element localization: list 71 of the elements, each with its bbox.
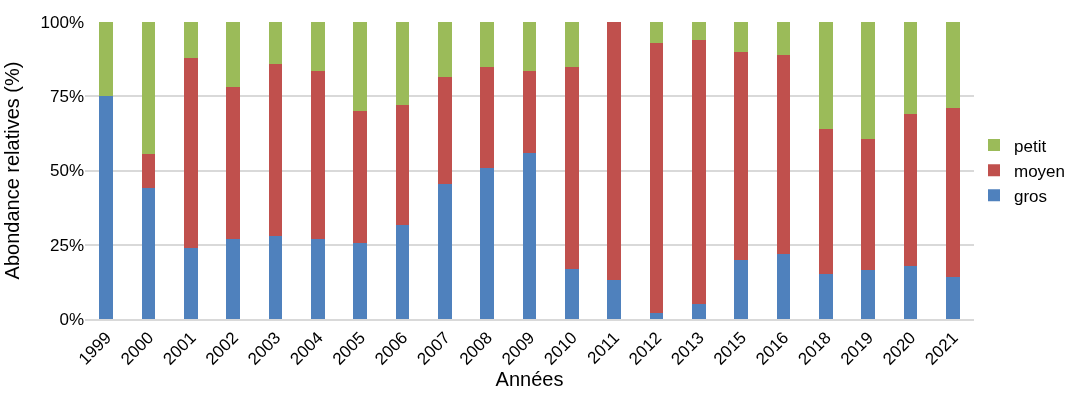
bar [480, 167, 494, 319]
bar [565, 268, 579, 319]
bar [480, 22, 494, 67]
bar [311, 71, 325, 239]
y-tick-label: 0% [59, 309, 84, 329]
bar [184, 57, 198, 248]
y-tick-label: 75% [49, 87, 84, 107]
bar [903, 114, 918, 266]
bar [734, 51, 748, 260]
bar [819, 22, 833, 129]
bar [353, 22, 367, 112]
bar [226, 22, 240, 88]
bar [692, 304, 706, 319]
bar [99, 96, 113, 319]
bar [734, 259, 748, 319]
bar [861, 139, 875, 270]
bar [649, 42, 664, 314]
bar [649, 313, 664, 319]
bar [946, 277, 960, 319]
bar [776, 22, 791, 55]
bar [607, 22, 621, 281]
legend-label: gros [1014, 186, 1048, 206]
bar [649, 22, 664, 43]
bar [438, 22, 452, 77]
bar [522, 152, 537, 319]
bar [903, 22, 918, 115]
x-axis-title: Années [495, 368, 564, 391]
bar [268, 235, 283, 319]
bar [861, 270, 875, 319]
bar [522, 71, 537, 153]
bar [395, 105, 410, 226]
bar [734, 22, 748, 52]
bar [268, 22, 283, 64]
bar [141, 188, 156, 319]
bar [184, 22, 198, 58]
y-axis-title: Abondance relatives (%) [1, 61, 24, 280]
legend-label: petit [1014, 136, 1047, 156]
bar [565, 22, 579, 67]
bar [184, 247, 198, 319]
bar [438, 76, 452, 184]
y-tick-label: 50% [49, 161, 84, 181]
bar [226, 238, 240, 319]
bar [607, 280, 621, 319]
bar [395, 22, 410, 106]
bar [395, 225, 410, 319]
bar [353, 111, 367, 244]
bar [819, 274, 833, 319]
bar [903, 265, 918, 319]
bar [946, 108, 960, 278]
bar [819, 128, 833, 275]
bar [565, 66, 579, 269]
bar [268, 63, 283, 236]
bar [480, 66, 494, 168]
bar [226, 87, 240, 239]
bar [311, 22, 325, 72]
y-tick-label: 100% [40, 12, 84, 32]
bar [141, 154, 156, 189]
bar [311, 238, 325, 319]
y-tick-label: 25% [49, 235, 84, 255]
bar [776, 54, 791, 254]
bar [861, 22, 875, 140]
bar [692, 22, 706, 40]
bar [99, 22, 113, 97]
bar [353, 243, 367, 319]
bar [522, 22, 537, 72]
bar [776, 253, 791, 319]
bar [946, 22, 960, 109]
legend-label: moyen [1014, 161, 1066, 181]
bar [692, 39, 706, 305]
bar [438, 183, 452, 319]
bar [141, 22, 156, 155]
